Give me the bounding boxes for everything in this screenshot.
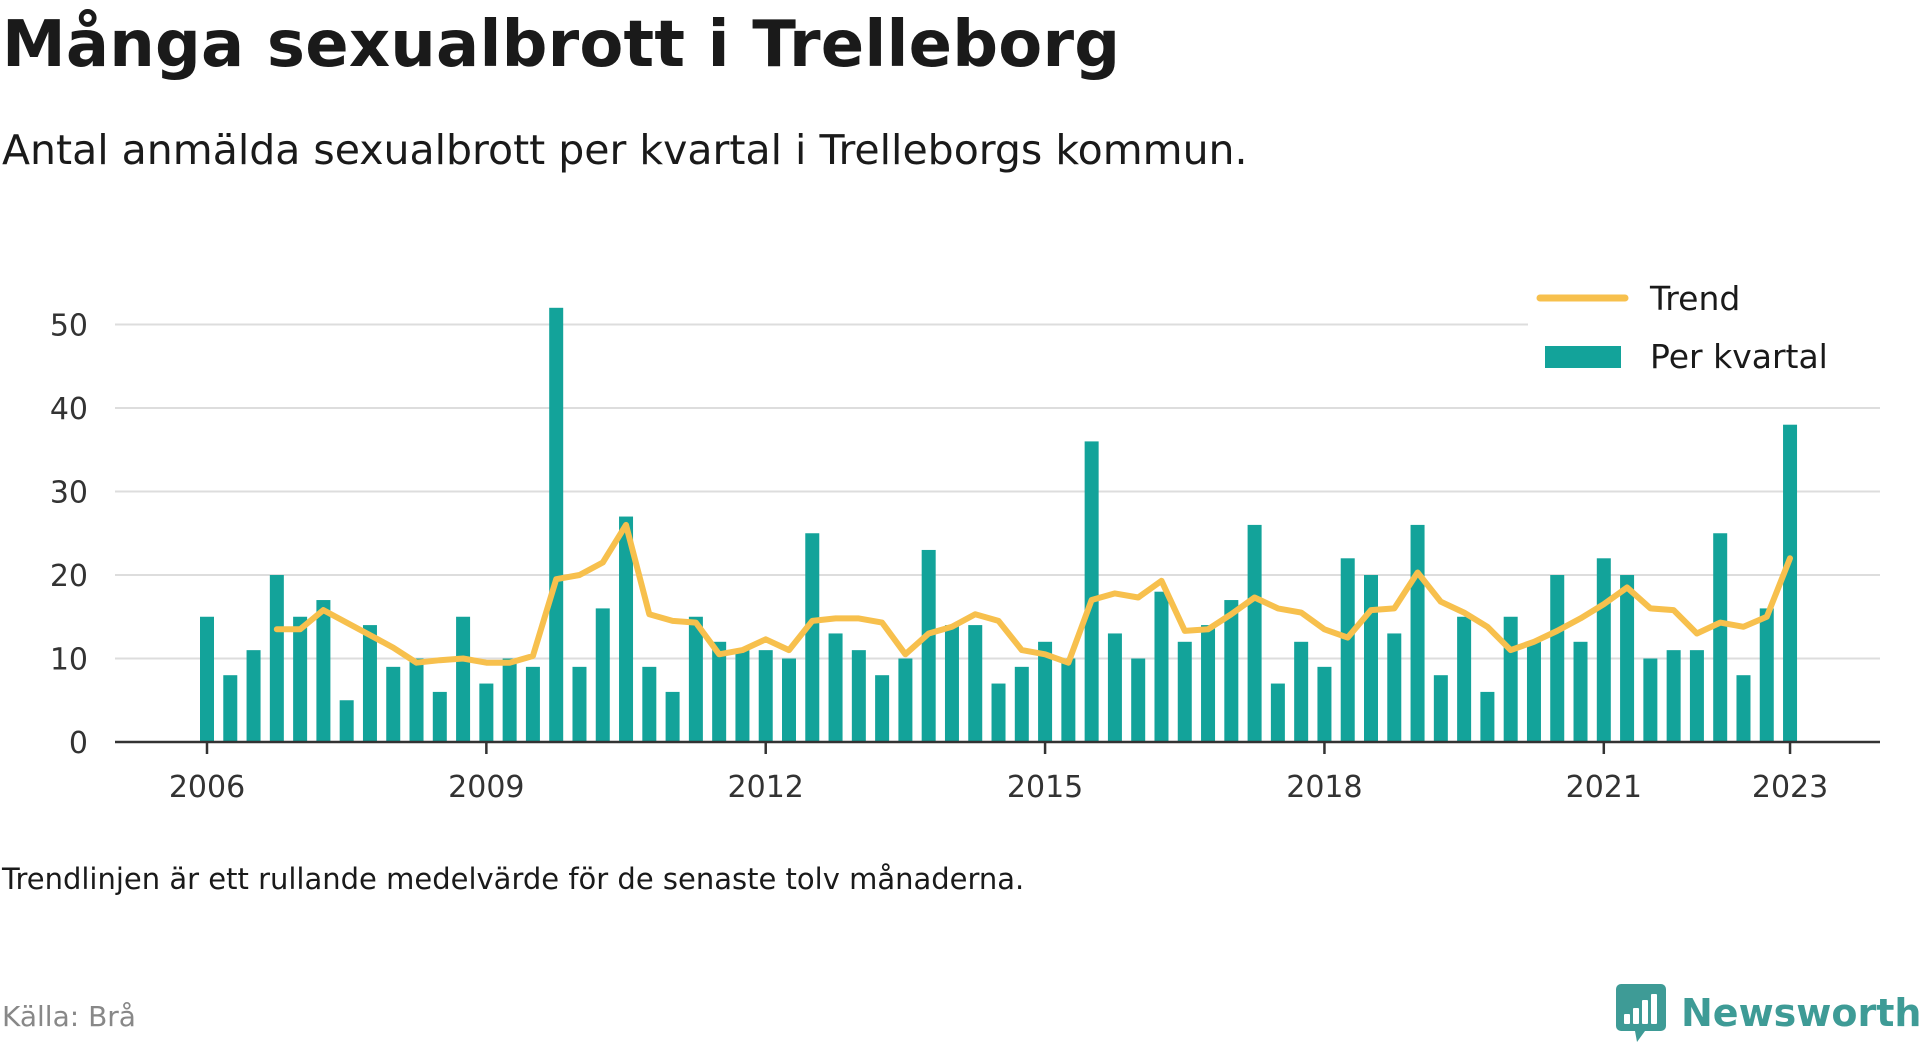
bar-2015-Q2: [1061, 658, 1076, 742]
bar-2013-Q3: [898, 658, 913, 742]
bar-2011-Q3: [712, 641, 727, 742]
bar-2013-Q4: [921, 549, 936, 742]
bar-2014-Q4: [1014, 666, 1029, 742]
source-label: Källa: Brå: [2, 1000, 136, 1033]
bar-2012-Q4: [828, 633, 843, 742]
bar-2007-Q2: [316, 600, 331, 742]
bar-2017-Q2: [1247, 524, 1262, 742]
bar-2022-Q2: [1713, 533, 1728, 742]
bar-2010-Q3: [619, 516, 634, 742]
bar-2006-Q4: [269, 575, 284, 742]
bar-2016-Q2: [1154, 591, 1169, 742]
bar-2006-Q3: [246, 650, 261, 742]
bar-2009-Q2: [502, 658, 517, 742]
bar-2010-Q2: [595, 608, 610, 742]
y-tick-label: 10: [50, 643, 88, 678]
bar-2022-Q4: [1759, 608, 1774, 742]
bar-2013-Q1: [851, 650, 866, 742]
bar-2018-Q4: [1387, 633, 1402, 742]
y-tick-label: 30: [50, 476, 88, 511]
x-tick-label: 2023: [1752, 770, 1828, 805]
chart-title: Många sexualbrott i Trelleborg: [2, 8, 1121, 82]
y-axis-labels: 0 10 20 30 40 50: [50, 309, 88, 762]
x-axis: [115, 740, 1880, 754]
bar-2016-Q1: [1131, 658, 1146, 742]
newsworthy-brand[interactable]: Newsworthy: [1615, 982, 1920, 1044]
bar-2008-Q3: [432, 691, 447, 742]
bar-2019-Q2: [1433, 675, 1448, 742]
x-tick-label: 2018: [1286, 770, 1362, 805]
bar-2007-Q3: [339, 700, 354, 742]
bar-2017-Q4: [1294, 641, 1309, 742]
x-tick-label: 2012: [728, 770, 804, 805]
bar-2020-Q1: [1503, 616, 1518, 742]
trend-line: [273, 521, 1793, 666]
bar-2017-Q1: [1224, 600, 1239, 742]
bar-2014-Q1: [944, 625, 959, 742]
bar-2012-Q1: [758, 650, 773, 742]
bar-2015-Q3: [1084, 441, 1099, 742]
bar-2008-Q1: [386, 666, 401, 742]
bar-2023-Q1: [1783, 424, 1798, 742]
bar-2007-Q4: [362, 625, 377, 742]
bar-2009-Q3: [525, 666, 540, 742]
bar-2022-Q3: [1736, 675, 1751, 742]
bar-2011-Q2: [688, 616, 703, 742]
bar-2014-Q2: [968, 625, 983, 742]
bar-2018-Q1: [1317, 666, 1332, 742]
bar-2006-Q1: [200, 616, 214, 742]
bar-2018-Q3: [1364, 575, 1378, 742]
bar-2021-Q3: [1643, 658, 1658, 742]
chart-subtitle: Antal anmälda sexualbrott per kvartal i …: [2, 126, 1248, 174]
bar-2009-Q1: [479, 683, 494, 742]
bar-2016-Q4: [1201, 625, 1216, 742]
y-tick-label: 20: [50, 559, 88, 594]
bar-2019-Q3: [1457, 616, 1472, 742]
chart-note: Trendlinjen är ett rullande medelvärde f…: [2, 862, 1025, 896]
bar-2019-Q4: [1480, 691, 1495, 742]
legend-swatch-per-kvartal: [1545, 346, 1621, 368]
bar-2006-Q2: [223, 675, 238, 742]
bar-2015-Q4: [1107, 633, 1122, 742]
bar-2013-Q2: [875, 675, 890, 742]
newsworthy-logo-icon: [1616, 984, 1666, 1042]
trend-line-group: [273, 521, 1793, 666]
x-tick-label: 2021: [1566, 770, 1642, 805]
bar-2021-Q2: [1620, 575, 1635, 742]
bar-2014-Q3: [991, 683, 1006, 742]
y-tick-label: 40: [50, 392, 88, 427]
bar-2009-Q4: [549, 307, 564, 742]
bar-2008-Q2: [409, 658, 424, 742]
bar-2015-Q1: [1038, 641, 1053, 742]
chart: 0 10 20 30 40 50 2006 2009 2012 2015 2018 2021 2023…: [49, 270, 1880, 805]
y-tick-label: 50: [50, 309, 88, 344]
bar-2021-Q1: [1596, 558, 1611, 742]
x-tick-label: 2006: [169, 770, 245, 805]
legend-label-per-kvartal: Per kvartal: [1650, 337, 1828, 376]
bar-2020-Q2: [1526, 641, 1541, 742]
bar-2008-Q4: [456, 616, 471, 742]
bar-2020-Q3: [1550, 575, 1565, 742]
bar-2007-Q1: [293, 616, 308, 742]
x-tick-label: 2009: [448, 770, 524, 805]
bar-2010-Q4: [642, 666, 657, 742]
bar-2012-Q3: [805, 533, 820, 742]
bar-2021-Q4: [1666, 650, 1681, 742]
legend-label-trend: Trend: [1649, 279, 1740, 318]
bar-2019-Q1: [1410, 524, 1425, 742]
bar-2017-Q3: [1270, 683, 1285, 742]
x-tick-label: 2015: [1007, 770, 1083, 805]
bar-2018-Q2: [1340, 558, 1355, 742]
bar-2020-Q4: [1573, 641, 1588, 742]
bar-2010-Q1: [572, 666, 587, 742]
bar-2012-Q2: [782, 658, 796, 742]
bar-2022-Q1: [1689, 650, 1704, 742]
bar-2016-Q3: [1177, 641, 1192, 742]
bar-2011-Q1: [665, 691, 680, 742]
bar-2011-Q4: [735, 650, 750, 742]
x-axis-labels: 2006 2009 2012 2015 2018 2021 2023: [169, 770, 1828, 805]
brand-name: Newsworthy: [1681, 991, 1920, 1035]
legend: Trend Per kvartal: [1528, 270, 1880, 382]
y-tick-label: 0: [69, 726, 88, 761]
